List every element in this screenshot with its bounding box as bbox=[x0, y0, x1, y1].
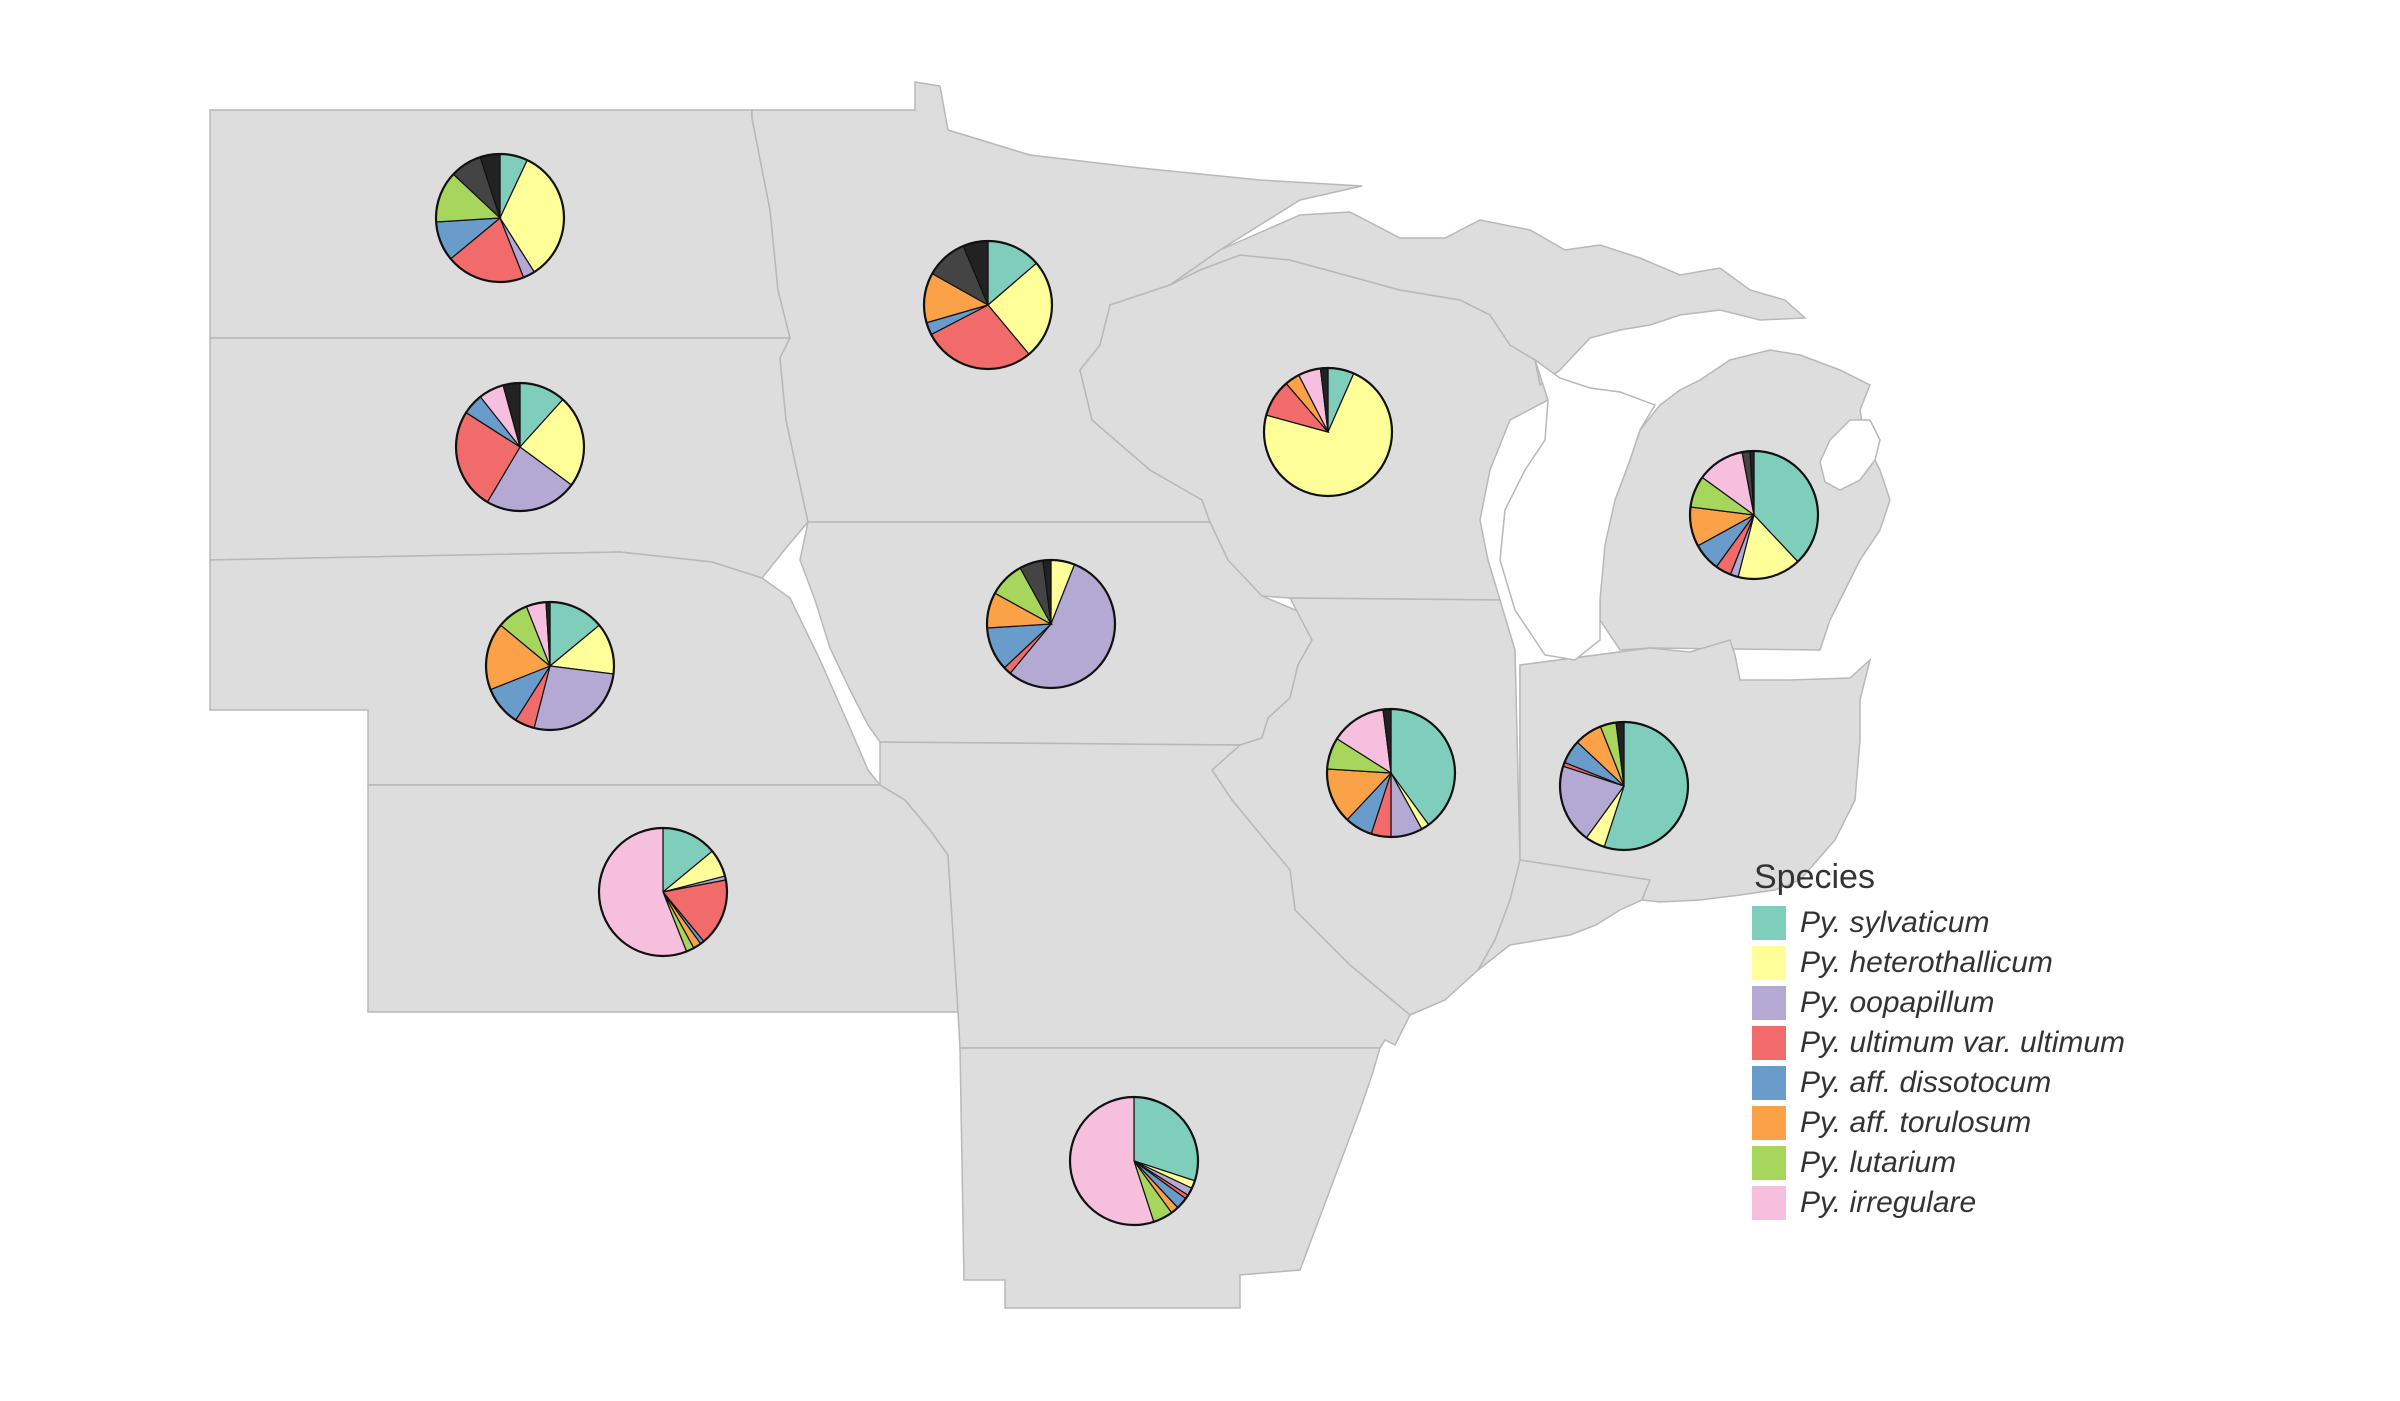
pie-iowa bbox=[985, 558, 1117, 690]
legend-label-torulosum: Py. aff. torulosum bbox=[1800, 1106, 2032, 1139]
pie-outline-minnesota bbox=[922, 239, 1054, 371]
pie-michigan bbox=[1688, 449, 1820, 581]
legend-item-oopapillum: Py. oopapillum bbox=[1752, 983, 2125, 1023]
pie-outline-arkansas bbox=[1068, 1095, 1200, 1227]
legend-item-torulosum: Py. aff. torulosum bbox=[1752, 1103, 2125, 1143]
lakes-layer bbox=[1499, 358, 1881, 661]
pie-outline-wisconsin bbox=[1262, 366, 1394, 498]
pie-outline-ohio bbox=[1558, 720, 1690, 852]
legend-label-sylvaticum: Py. sylvaticum bbox=[1800, 906, 1990, 939]
pie-ohio bbox=[1558, 720, 1690, 852]
legend-swatch-torulosum bbox=[1752, 1106, 1786, 1140]
legend-label-ultimum: Py. ultimum var. ultimum bbox=[1800, 1026, 2126, 1059]
legend-swatch-irregulare bbox=[1752, 1186, 1786, 1220]
legend-swatch-heterothallicum bbox=[1752, 946, 1786, 980]
legend-label-irregulare: Py. irregulare bbox=[1800, 1186, 1977, 1219]
legend-item-sylvaticum: Py. sylvaticum bbox=[1752, 903, 2125, 943]
pie-outline-illinois bbox=[1325, 707, 1457, 839]
legend: Species Py. sylvaticum Py. heterothallic… bbox=[1752, 858, 2125, 1223]
pie-outline-south-dakota bbox=[454, 381, 586, 513]
pie-minnesota bbox=[922, 239, 1054, 371]
pie-illinois bbox=[1325, 707, 1457, 839]
legend-item-irregulare: Py. irregulare bbox=[1752, 1183, 2125, 1223]
legend-item-ultimum: Py. ultimum var. ultimum bbox=[1752, 1023, 2125, 1063]
pie-arkansas bbox=[1068, 1095, 1200, 1227]
legend-item-dissotocum: Py. aff. dissotocum bbox=[1752, 1063, 2125, 1103]
legend-label-dissotocum: Py. aff. dissotocum bbox=[1800, 1066, 2052, 1099]
pie-outline-kansas bbox=[597, 826, 729, 958]
pie-outline-north-dakota bbox=[434, 152, 566, 284]
legend-swatch-dissotocum bbox=[1752, 1066, 1786, 1100]
state-missouri bbox=[879, 741, 1411, 1049]
pie-nebraska bbox=[484, 600, 616, 732]
legend-swatch-sylvaticum bbox=[1752, 906, 1786, 940]
pie-wisconsin bbox=[1262, 366, 1394, 498]
legend-swatch-lutarium bbox=[1752, 1146, 1786, 1180]
pie-kansas bbox=[597, 826, 729, 958]
pie-outline-iowa bbox=[985, 558, 1117, 690]
pie-north-dakota bbox=[434, 152, 566, 284]
state-michigan-upper bbox=[1169, 211, 1807, 387]
lake-huron-bay bbox=[1819, 419, 1881, 491]
legend-swatch-ultimum bbox=[1752, 1026, 1786, 1060]
pie-outline-michigan bbox=[1688, 449, 1820, 581]
legend-label-heterothallicum: Py. heterothallicum bbox=[1800, 946, 2053, 979]
legend-item-lutarium: Py. lutarium bbox=[1752, 1143, 2125, 1183]
legend-swatch-oopapillum bbox=[1752, 986, 1786, 1020]
pie-south-dakota bbox=[454, 381, 586, 513]
legend-title: Species bbox=[1754, 858, 1875, 896]
legend-items: Py. sylvaticum Py. heterothallicum Py. o… bbox=[1752, 903, 2125, 1223]
legend-label-oopapillum: Py. oopapillum bbox=[1800, 986, 1995, 1019]
pie-outline-nebraska bbox=[484, 600, 616, 732]
pie-layer bbox=[434, 152, 1820, 1227]
lake-michigan bbox=[1499, 358, 1657, 661]
legend-item-heterothallicum: Py. heterothallicum bbox=[1752, 943, 2125, 983]
legend-label-lutarium: Py. lutarium bbox=[1800, 1146, 1957, 1179]
